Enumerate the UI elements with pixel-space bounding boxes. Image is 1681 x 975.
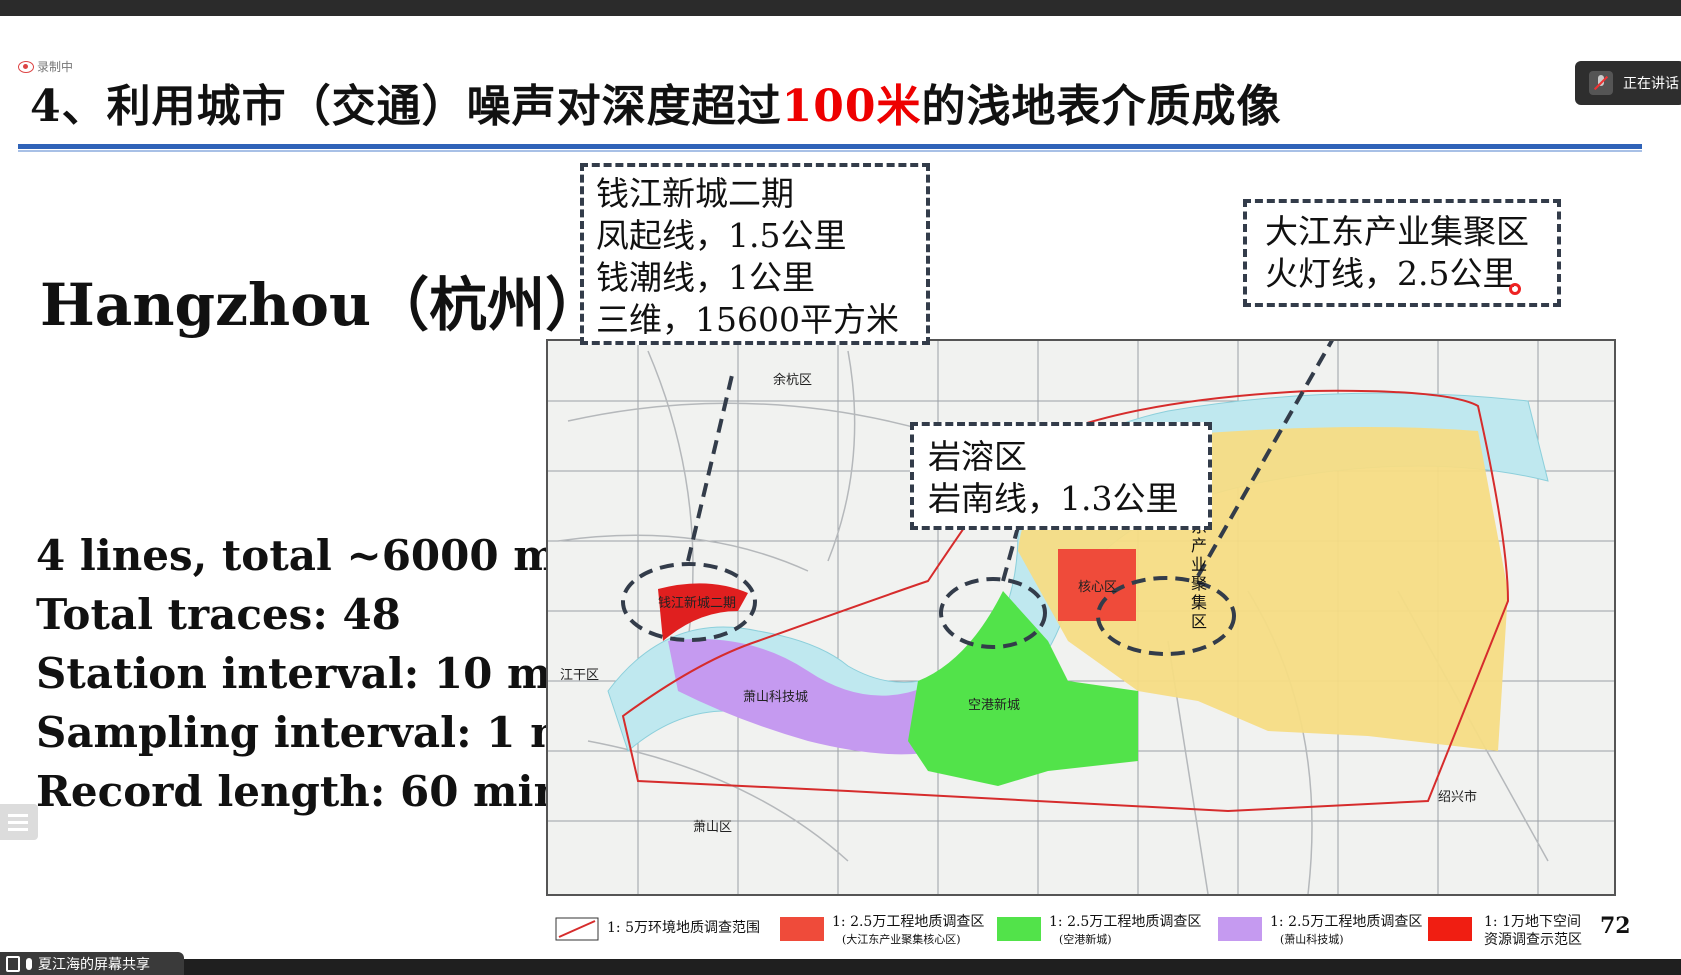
- legend-item: 1: 2.5万工程地质调查区 (萧山科技城): [1218, 911, 1428, 959]
- speaking-label: 正在讲话: [1623, 76, 1679, 92]
- legend-swatch: [1218, 917, 1262, 941]
- speaking-indicator[interactable]: 正在讲话: [1575, 61, 1681, 105]
- legend-label: 1: 5万环境地质调查范围: [607, 920, 760, 936]
- callout-dajiangdong-line: 大江东产业集聚区: [1265, 212, 1529, 251]
- record-icon: [18, 60, 34, 73]
- label-core: 核心区: [1078, 580, 1118, 595]
- stat-sampling-interval: Sampling interval: 1 ms: [36, 708, 599, 757]
- label-xiaoshan-tech: 萧山科技城: [743, 690, 809, 705]
- muted-mic-icon: [1589, 71, 1613, 95]
- mic-icon: [26, 957, 32, 970]
- label-airport-city: 空港新城: [968, 698, 1021, 713]
- legend-label: 1: 2.5万工程地质调查区 (大江东产业聚集核心区): [832, 914, 985, 946]
- legend-label: 1: 2.5万工程地质调查区 (空港新城): [1049, 914, 1202, 946]
- list-icon-bar: [8, 820, 28, 824]
- screen-icon: [6, 955, 20, 972]
- callout-qianjiang: 钱江新城二期 凤起线，1.5公里 钱潮线，1公里 三维，15600平方米: [580, 163, 930, 345]
- pointer-icon: [1509, 283, 1521, 295]
- list-icon-bar: [8, 827, 28, 831]
- recording-indicator: 录制中: [18, 58, 73, 75]
- page-number: 72: [1600, 913, 1631, 939]
- callout-qianjiang-line: 钱江新城二期: [596, 174, 794, 213]
- callout-yanrong-line: 岩溶区: [928, 437, 1027, 476]
- legend-item: 1: 1万地下空间 资源调查示范区: [1428, 911, 1598, 959]
- title-prefix: 4、利用城市（交通）噪声对深度超过: [30, 81, 782, 132]
- legend-swatch: [997, 917, 1041, 941]
- list-icon-bar: [8, 813, 28, 817]
- legend-item: 1: 2.5万工程地质调查区 (空港新城): [997, 911, 1207, 959]
- legend-swatch: [780, 917, 824, 941]
- label-xiaoshan: 萧山区: [693, 820, 733, 835]
- title-highlight: 100米: [781, 81, 922, 132]
- screen-share-tab[interactable]: 夏江海的屏幕共享: [0, 952, 184, 975]
- survey-stats: 4 lines, total ~6000 m Total traces: 48 …: [36, 526, 598, 821]
- title-rule-light: [18, 150, 1642, 152]
- label-shaoxing: 绍兴市: [1438, 790, 1478, 805]
- top-bar: [0, 0, 1681, 16]
- stat-station-interval: Station interval: 10 m: [36, 649, 552, 698]
- legend-label: 1: 2.5万工程地质调查区 (萧山科技城): [1270, 914, 1423, 946]
- callout-dajiangdong-line: 火灯线，2.5公里: [1265, 254, 1516, 293]
- legend-item: 1: 5万环境地质调查范围: [555, 911, 775, 959]
- callout-qianjiang-line: 三维，15600平方米: [596, 300, 899, 339]
- legend-label: 1: 1万地下空间 资源调查示范区: [1484, 914, 1582, 948]
- legend-line-swatch: [555, 917, 599, 941]
- outline-menu-button[interactable]: [0, 804, 38, 840]
- stat-traces: Total traces: 48: [36, 590, 401, 639]
- stat-lines: 4 lines, total ~6000 m: [36, 531, 558, 580]
- title-rule: [18, 144, 1642, 149]
- callout-yanrong: 岩溶区 岩南线，1.3公里: [910, 422, 1212, 530]
- callout-dajiangdong: 大江东产业集聚区 火灯线，2.5公里: [1243, 199, 1561, 307]
- slide-title: 4、利用城市（交通）噪声对深度超过100米的浅地表介质成像: [30, 70, 1281, 134]
- label-jianggan: 江干区: [560, 668, 600, 683]
- callout-qianjiang-line: 凤起线，1.5公里: [596, 216, 847, 255]
- callout-qianjiang-line: 钱潮线，1公里: [596, 258, 815, 297]
- label-yuhang: 余杭区: [773, 373, 813, 388]
- legend-swatch: [1428, 917, 1472, 941]
- city-heading: Hangzhou（杭州）: [40, 271, 604, 339]
- label-qianjiang-phase2: 钱江新城二期: [658, 596, 737, 611]
- title-suffix: 的浅地表介质成像: [921, 81, 1282, 132]
- legend-item: 1: 2.5万工程地质调查区 (大江东产业聚集核心区): [780, 911, 990, 959]
- callout-yanrong-line: 岩南线，1.3公里: [928, 479, 1179, 518]
- screen-share-label: 夏江海的屏幕共享: [38, 956, 150, 973]
- bottom-bar: [0, 959, 1681, 975]
- slide: 录制中 4、利用城市（交通）噪声对深度超过100米的浅地表介质成像 正在讲话 H…: [0, 16, 1681, 959]
- recording-label: 录制中: [37, 60, 74, 74]
- stat-record-length: Record length: 60 mins: [36, 767, 588, 816]
